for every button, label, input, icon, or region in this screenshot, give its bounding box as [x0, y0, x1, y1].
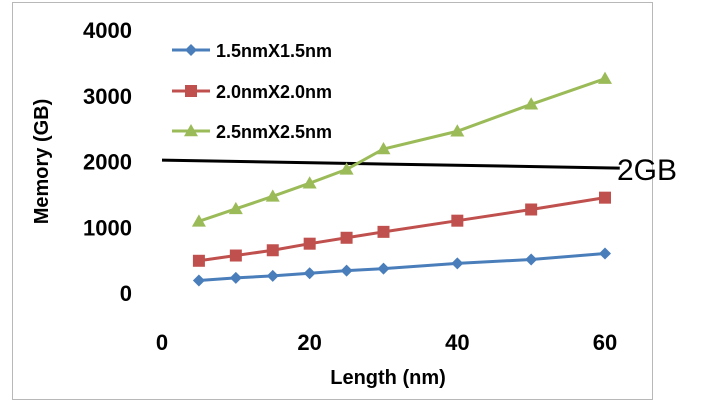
data-point-1-0: [192, 254, 205, 267]
y-tick-label-3000: 3000: [83, 84, 132, 109]
data-point-1-3: [303, 237, 316, 250]
legend-label-1: 2.0nmX2.0nm: [216, 82, 332, 102]
x-tick-label-20: 20: [297, 330, 321, 355]
data-point-2-8: [598, 71, 612, 84]
data-point-1-8: [599, 191, 611, 204]
data-point-2-3: [302, 176, 317, 189]
legend-marker-0: [185, 44, 197, 56]
data-point-1-1: [229, 249, 242, 262]
data-point-0-8: [599, 247, 611, 260]
data-point-2-0: [191, 214, 206, 227]
legend-label-0: 1.5nmX1.5nm: [216, 41, 332, 61]
reference-line-2gb: [161, 158, 620, 170]
series-line-0: [198, 252, 606, 283]
data-point-1-2: [266, 244, 279, 257]
series-line-1: [198, 196, 606, 263]
data-point-1-4: [340, 231, 353, 244]
legend-marker-2: [184, 124, 198, 137]
data-point-0-4: [340, 264, 353, 277]
y-tick-label-2000: 2000: [83, 150, 132, 175]
data-point-1-5: [377, 225, 390, 238]
legend-marker-1: [185, 85, 197, 97]
data-point-0-5: [377, 262, 390, 275]
y-tick-label-1000: 1000: [83, 215, 132, 240]
data-point-2-5: [376, 142, 391, 155]
x-tick-label-0: 0: [156, 330, 168, 355]
chart-frame: [12, 2, 653, 400]
x-tick-label-60: 60: [593, 330, 617, 355]
data-point-0-1: [229, 271, 242, 284]
data-point-0-2: [266, 269, 279, 282]
data-point-2-6: [450, 124, 465, 137]
data-point-2-1: [228, 201, 243, 215]
data-point-0-0: [192, 274, 205, 287]
data-point-2-7: [524, 97, 539, 110]
y-axis-title: Memory (GB): [31, 99, 53, 225]
reference-line-label: 2GB: [617, 154, 677, 187]
y-tick-label-0: 0: [120, 281, 132, 306]
x-tick-label-40: 40: [445, 330, 469, 355]
legend-label-2: 2.5nmX2.5nm: [216, 122, 332, 142]
data-point-0-7: [525, 253, 538, 266]
data-point-1-7: [525, 203, 538, 216]
data-point-1-6: [451, 214, 464, 227]
y-tick-label-4000: 4000: [83, 18, 132, 43]
data-point-2-4: [339, 162, 354, 175]
data-point-0-3: [303, 267, 316, 280]
x-axis-title: Length (nm): [330, 367, 446, 389]
data-point-2-2: [265, 189, 280, 202]
data-point-0-6: [451, 257, 464, 270]
